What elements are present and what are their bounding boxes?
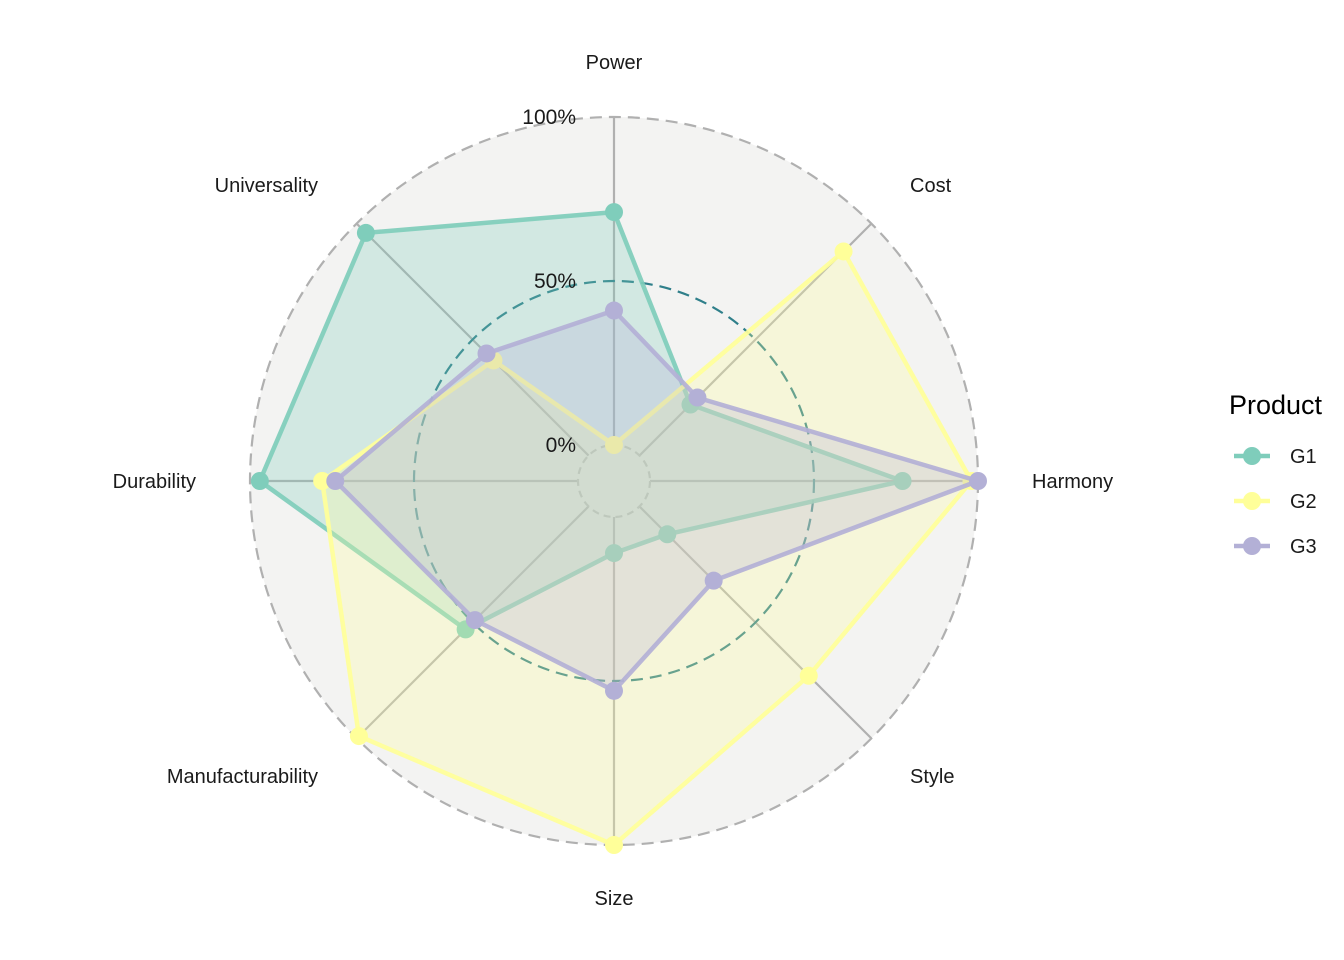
series-point-g3-harmony [969, 472, 987, 490]
grid-label-1: 50% [534, 270, 576, 293]
legend-key-point-g1 [1243, 447, 1261, 465]
series-point-g3-cost [688, 388, 707, 407]
legend-label-g3: G3 [1290, 536, 1317, 558]
series-point-g2-cost [834, 242, 853, 261]
series-point-g3-durability [326, 472, 345, 490]
grid-label-0: 0% [546, 434, 576, 457]
chart-labels: 0% 50% 100% Power Cost Harmony Style Size Manufa… [113, 52, 1114, 910]
series-point-g2-style [799, 666, 818, 685]
chart-series [250, 203, 987, 854]
series-point-g2-durability [313, 472, 332, 490]
axis-label-manufacturability: Manufacturability [167, 766, 318, 788]
axis-label-cost: Cost [910, 175, 952, 197]
series-area-g2 [322, 251, 972, 845]
legend-label-g2: G2 [1290, 491, 1317, 513]
chart-legend: Product G1 G2 G3 [1229, 390, 1323, 558]
series-point-g2-power [605, 436, 623, 454]
legend-key-point-g2 [1243, 492, 1261, 510]
series-point-g1-universality [356, 223, 375, 242]
axis-label-power: Power [586, 52, 643, 74]
legend-key-point-g3 [1243, 537, 1261, 555]
legend-label-g1: G1 [1290, 446, 1317, 468]
axis-label-universality: Universality [215, 175, 318, 197]
axis-label-style: Style [910, 766, 954, 788]
series-point-g1-size [605, 544, 623, 563]
series-point-g2-size [605, 836, 623, 854]
series-point-g1-power [605, 203, 623, 222]
axis-label-size: Size [595, 888, 634, 910]
series-point-g1-durability [250, 472, 269, 490]
series-point-g1-harmony [893, 472, 912, 490]
series-point-g3-size [605, 681, 623, 700]
grid-label-2: 100% [522, 106, 576, 129]
series-point-g3-power [605, 301, 623, 320]
series-point-g2-manufacturability [349, 727, 368, 746]
series-point-g3-manufacturability [465, 611, 484, 630]
gridline-50 [412, 279, 816, 683]
series-area-g3 [335, 310, 978, 691]
axis-label-harmony: Harmony [1032, 471, 1113, 493]
legend-title: Product [1229, 390, 1323, 420]
series-point-g3-universality [477, 344, 496, 363]
series-point-g3-style [704, 571, 723, 590]
series-point-g1-style [658, 525, 677, 544]
axis-label-durability: Durability [113, 471, 196, 493]
